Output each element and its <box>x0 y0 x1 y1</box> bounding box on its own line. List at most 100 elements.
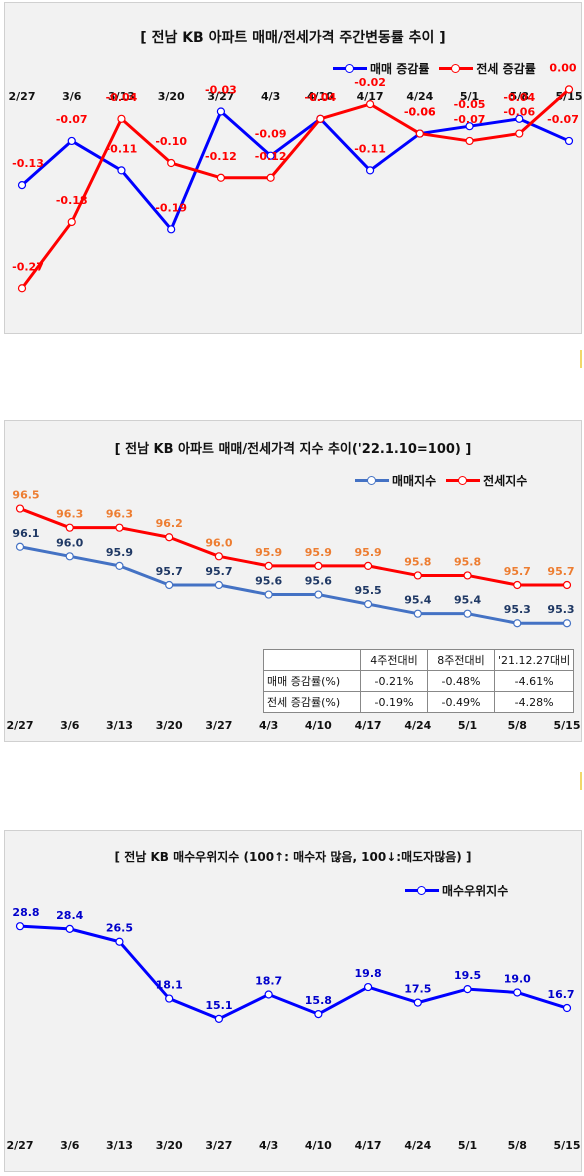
table-cell: -4.61% <box>493 670 575 692</box>
data-label: 28.4 <box>56 909 83 922</box>
data-label: 95.9 <box>355 546 382 559</box>
data-label: -0.10 <box>155 135 187 148</box>
data-point <box>65 924 74 933</box>
chart-legend: 매매지수 전세지수 <box>345 471 527 489</box>
series-line <box>19 507 567 587</box>
data-point <box>167 158 176 168</box>
data-label: 19.8 <box>355 967 382 980</box>
data-label: 19.5 <box>454 969 481 982</box>
data-point <box>117 114 126 123</box>
data-point <box>415 129 424 138</box>
data-label: -0.19 <box>155 201 187 214</box>
data-label: -0.04 <box>305 91 337 104</box>
table-cell: -0.49% <box>427 691 495 713</box>
data-label: 95.8 <box>404 555 431 568</box>
chart-title: [ 전남 KB 아파트 매매/전세가격 주간변동률 추이 ] <box>140 30 446 46</box>
data-point <box>264 561 273 570</box>
x-tick-label: 3/13 <box>106 719 133 732</box>
data-label: 95.6 <box>255 575 282 588</box>
data-label: -0.12 <box>205 150 237 163</box>
series-line <box>21 109 570 231</box>
data-point <box>214 580 224 590</box>
table-cell: -0.48% <box>427 670 495 692</box>
table-cell: -4.28% <box>493 691 575 713</box>
data-point <box>264 590 273 599</box>
data-label: -0.07 <box>547 113 579 126</box>
data-point <box>117 166 126 175</box>
data-point <box>165 533 174 542</box>
weekly-change-chart-panel: [ 전남 KB 아파트 매매/전세가격 주간변동률 추이 ] 매매 증감률 전세 … <box>4 2 582 334</box>
data-label: 95.9 <box>305 546 332 559</box>
data-label: -0.06 <box>404 106 436 119</box>
data-point <box>216 173 226 182</box>
x-tick-label: 3/20 <box>156 1139 183 1152</box>
data-label: 95.4 <box>454 594 481 607</box>
data-label: -0.06 <box>503 106 535 119</box>
table-cell: '21.12.27대비 <box>493 649 575 671</box>
change-summary-table: 4주전대비 8주전대비 '21.12.27대비 매매 증감률(%) -0.21% -0.4… <box>263 649 575 713</box>
data-label: 95.7 <box>156 565 183 578</box>
data-point <box>463 571 472 580</box>
data-label: -0.05 <box>454 98 486 111</box>
data-point <box>15 922 25 931</box>
data-label: -0.04 <box>106 91 138 104</box>
x-tick-label: 3/6 <box>62 90 82 103</box>
data-label: -0.03 <box>205 83 237 96</box>
data-label: -0.07 <box>56 113 88 126</box>
data-label: 26.5 <box>106 922 133 935</box>
x-tick-label: 5/1 <box>460 90 479 103</box>
data-label: 15.1 <box>205 999 232 1012</box>
data-point <box>266 151 275 160</box>
legend-item: 전세 증감률 <box>439 60 536 77</box>
data-label: 95.5 <box>355 584 382 597</box>
x-tick-label: 4/10 <box>307 90 334 103</box>
data-point <box>463 609 472 618</box>
data-point <box>214 1014 224 1023</box>
table-cell <box>263 649 361 671</box>
x-tick-label: 5/1 <box>458 1139 477 1152</box>
x-tick-label: 5/15 <box>554 719 581 732</box>
data-point <box>115 561 124 570</box>
data-point <box>562 1003 572 1013</box>
data-label: 18.1 <box>156 979 183 992</box>
table-cell: -0.19% <box>360 691 428 713</box>
data-label: 95.7 <box>205 565 232 578</box>
data-label: 95.7 <box>547 565 574 578</box>
x-tick-label: 2/27 <box>9 90 36 103</box>
edge-marker <box>580 350 582 368</box>
data-point <box>363 561 373 570</box>
data-point <box>365 166 375 175</box>
data-label: -0.11 <box>354 142 386 155</box>
data-label: 18.7 <box>255 975 282 988</box>
data-point <box>513 580 522 590</box>
x-tick-label: 4/24 <box>406 90 433 103</box>
x-tick-label: 4/17 <box>355 1139 382 1152</box>
x-tick-label: 3/6 <box>60 1139 80 1152</box>
data-point <box>515 129 524 138</box>
legend-item: 매수우위지수 <box>405 882 508 899</box>
data-label: -0.02 <box>354 76 386 89</box>
x-tick-label: 3/6 <box>60 719 80 732</box>
data-point <box>314 561 323 570</box>
data-label: 96.5 <box>12 489 39 502</box>
x-tick-label: 3/27 <box>205 1139 232 1152</box>
data-label: 16.7 <box>547 988 574 1001</box>
data-point <box>365 99 375 109</box>
data-point <box>413 571 422 580</box>
data-label: 95.7 <box>504 565 531 578</box>
legend-swatch <box>355 476 389 485</box>
legend-label: 전세 증감률 <box>476 62 536 76</box>
x-tick-label: 4/10 <box>305 1139 332 1152</box>
data-point <box>363 982 373 992</box>
table-cell: 매매 증감률(%) <box>263 670 361 692</box>
data-point <box>67 217 76 227</box>
data-label: 95.9 <box>255 546 282 559</box>
data-point <box>165 580 174 590</box>
x-tick-label: 4/24 <box>404 1139 431 1152</box>
legend-item: 매매 증감률 <box>333 60 429 77</box>
data-point <box>314 1010 323 1019</box>
table-row: 4주전대비 8주전대비 '21.12.27대비 <box>263 649 575 671</box>
data-label: 19.0 <box>504 972 531 985</box>
data-point <box>67 136 76 146</box>
data-label: -0.27 <box>12 260 44 273</box>
